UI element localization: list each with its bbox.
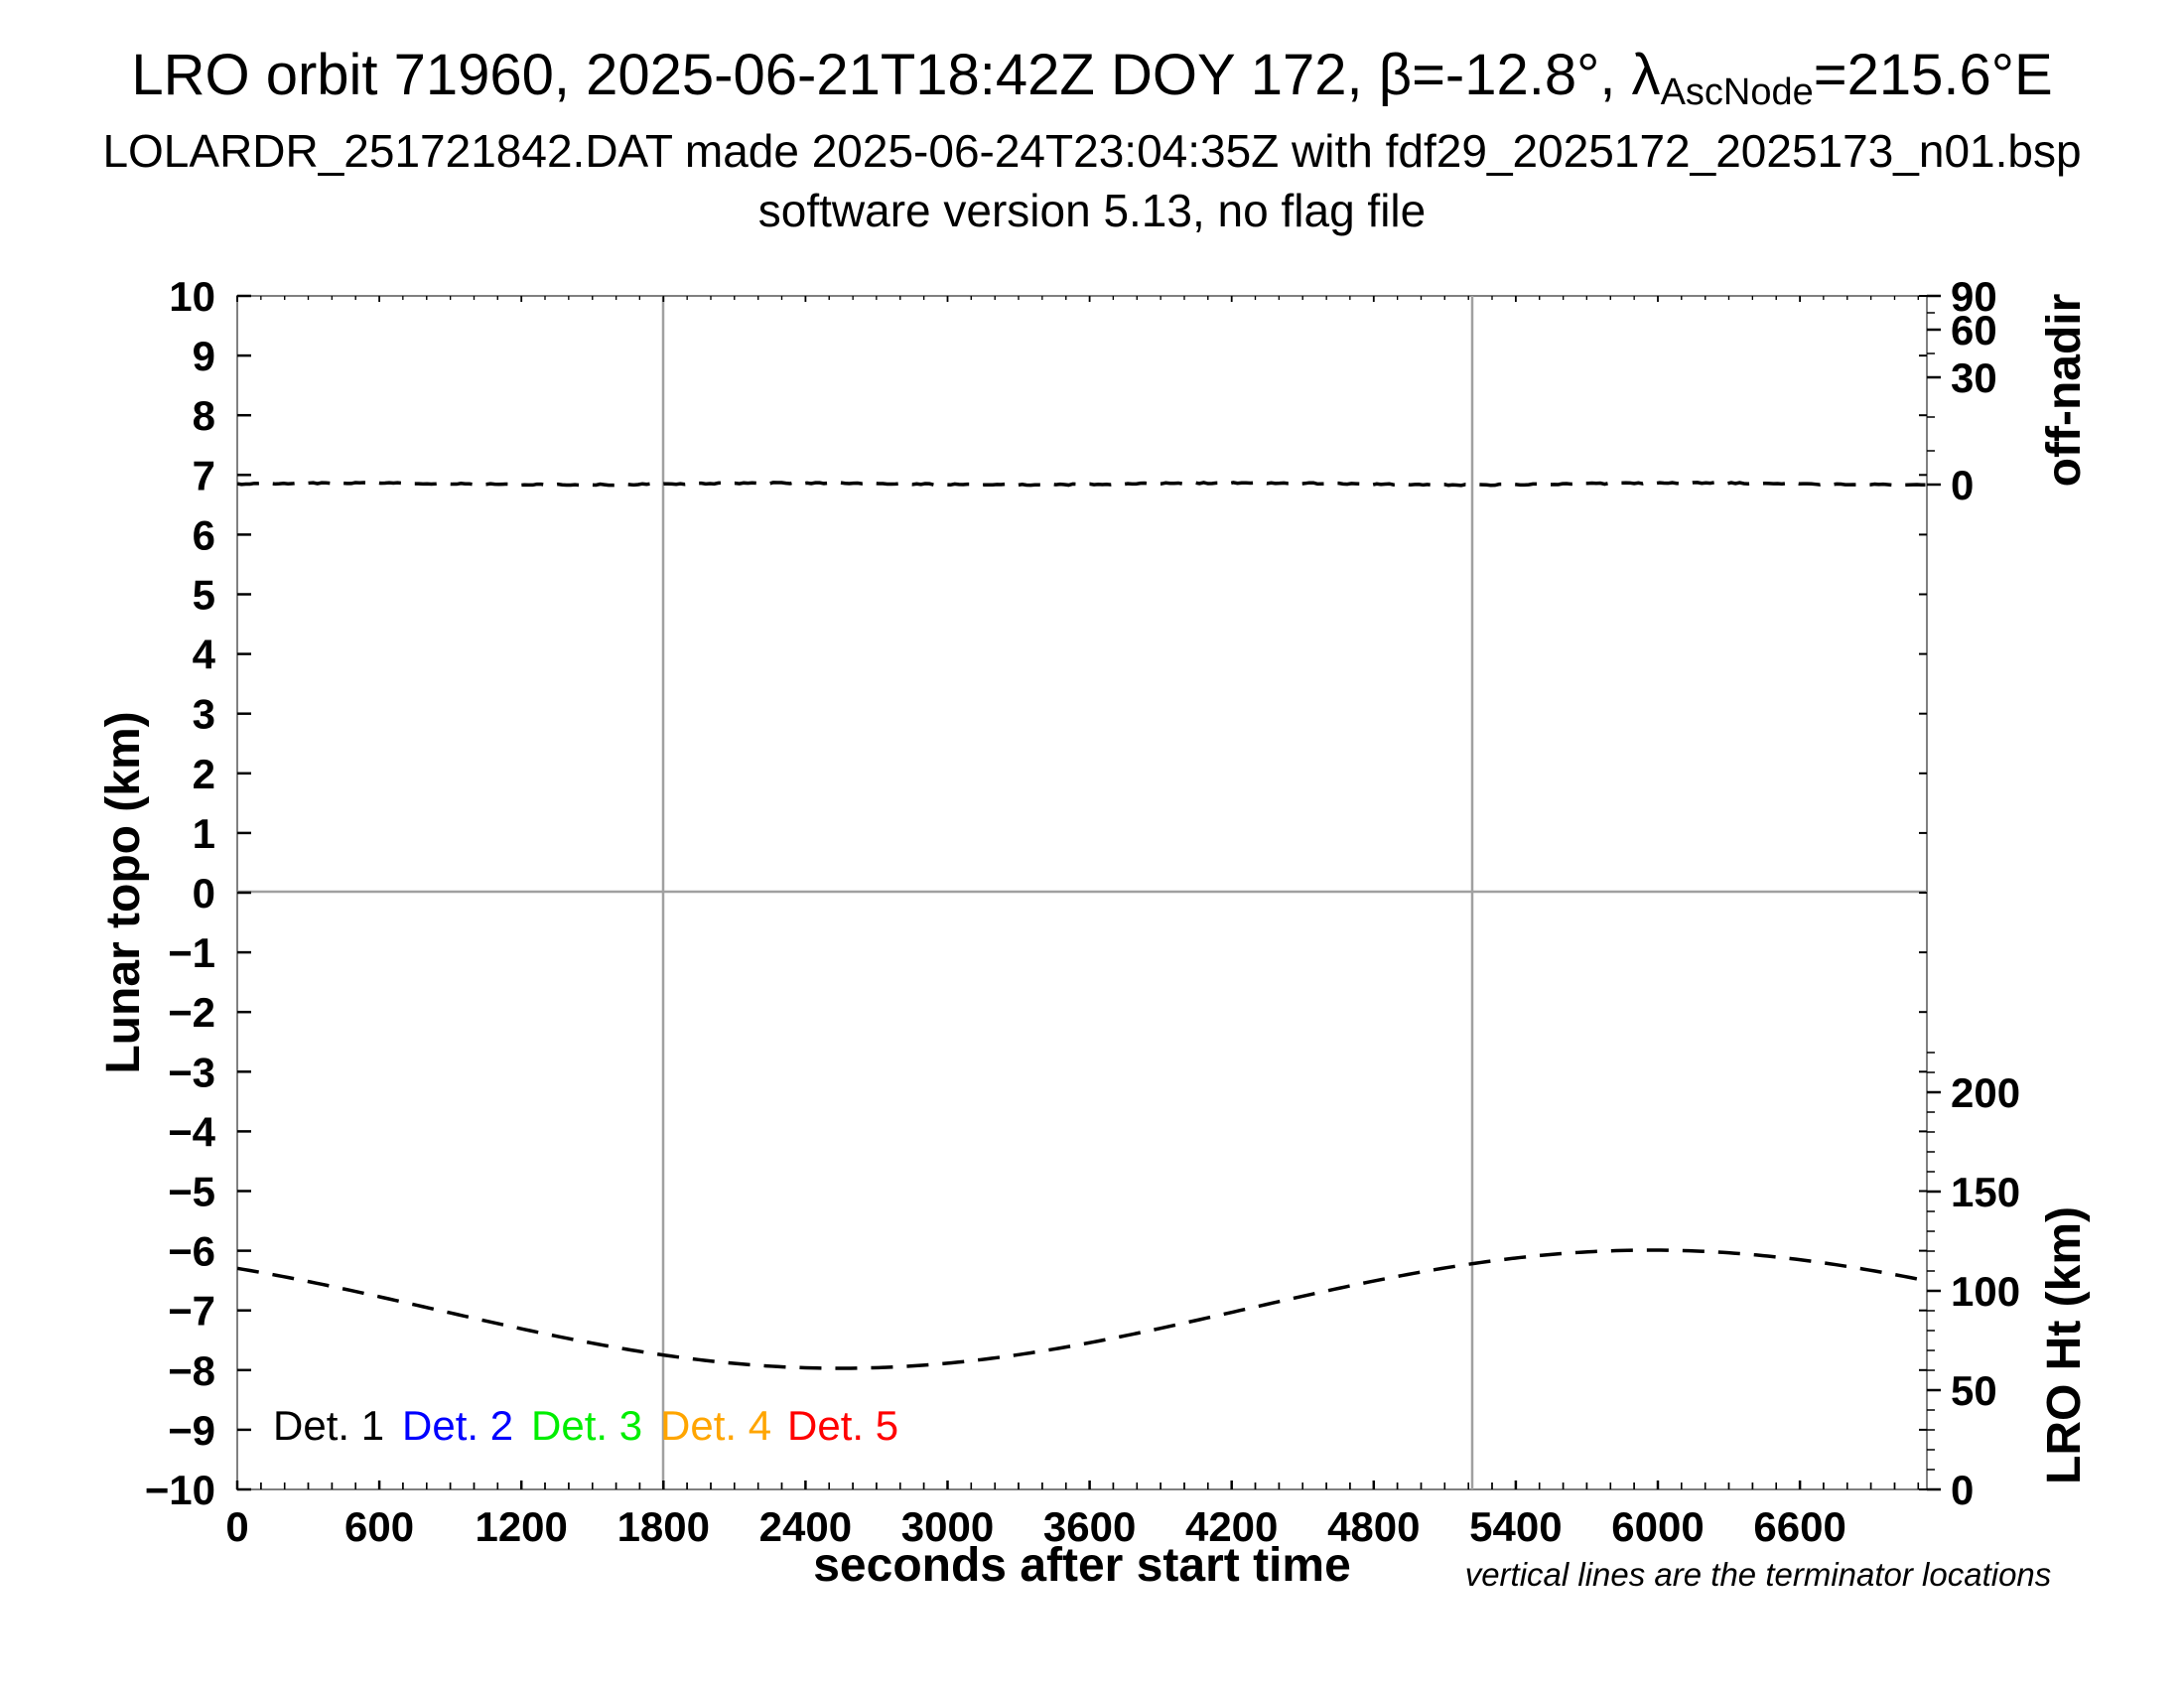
svg-text:Det. 2: Det. 2: [402, 1402, 513, 1449]
svg-text:Det. 1: Det. 1: [273, 1402, 384, 1449]
svg-text:Det. 3: Det. 3: [531, 1402, 642, 1449]
svg-text:10: 10: [169, 273, 215, 320]
svg-text:5400: 5400: [1469, 1503, 1562, 1550]
svg-text:60: 60: [1951, 307, 1997, 353]
svg-text:software version 5.13, no flag: software version 5.13, no flag file: [758, 185, 1426, 236]
svg-text:LOLARDR_251721842.DAT made 202: LOLARDR_251721842.DAT made 2025-06-24T23…: [102, 125, 2081, 177]
svg-text:−2: −2: [168, 989, 215, 1036]
svg-text:7: 7: [193, 452, 215, 498]
svg-text:100: 100: [1951, 1268, 2020, 1315]
svg-text:−10: −10: [145, 1467, 215, 1513]
svg-text:6: 6: [193, 511, 215, 558]
svg-text:0: 0: [193, 870, 215, 917]
svg-text:−7: −7: [168, 1288, 215, 1335]
svg-text:1200: 1200: [475, 1503, 567, 1550]
svg-text:8: 8: [193, 392, 215, 439]
svg-text:1800: 1800: [617, 1503, 710, 1550]
svg-text:0: 0: [1951, 1467, 1974, 1513]
svg-text:5: 5: [193, 572, 215, 619]
svg-text:150: 150: [1951, 1169, 2020, 1215]
svg-text:2: 2: [193, 751, 215, 797]
svg-text:30: 30: [1951, 354, 1997, 401]
svg-text:1: 1: [193, 810, 215, 857]
svg-text:3: 3: [193, 691, 215, 738]
svg-text:−4: −4: [168, 1108, 216, 1155]
svg-text:Det. 5: Det. 5: [787, 1402, 898, 1449]
svg-text:LRO Ht (km): LRO Ht (km): [2038, 1206, 2091, 1484]
svg-text:−9: −9: [168, 1407, 215, 1454]
svg-text:0: 0: [1951, 462, 1974, 508]
svg-text:vertical lines are the termina: vertical lines are the terminator locati…: [1465, 1556, 2052, 1593]
svg-text:Lunar topo (km): Lunar topo (km): [97, 711, 150, 1073]
svg-text:50: 50: [1951, 1367, 1997, 1414]
svg-text:−5: −5: [168, 1169, 215, 1215]
svg-text:−1: −1: [168, 929, 215, 976]
svg-text:200: 200: [1951, 1069, 2020, 1116]
svg-text:−3: −3: [168, 1049, 215, 1095]
svg-text:seconds after start time: seconds after start time: [813, 1539, 1351, 1592]
svg-text:9: 9: [193, 333, 215, 379]
svg-text:4: 4: [193, 632, 216, 678]
svg-text:6000: 6000: [1611, 1503, 1704, 1550]
svg-text:6600: 6600: [1753, 1503, 1845, 1550]
svg-text:600: 600: [344, 1503, 414, 1550]
svg-text:Det. 4: Det. 4: [660, 1402, 771, 1449]
svg-text:0: 0: [225, 1503, 248, 1550]
svg-text:off-nadir: off-nadir: [2038, 294, 2091, 488]
svg-text:−8: −8: [168, 1347, 215, 1394]
svg-text:−6: −6: [168, 1228, 215, 1275]
